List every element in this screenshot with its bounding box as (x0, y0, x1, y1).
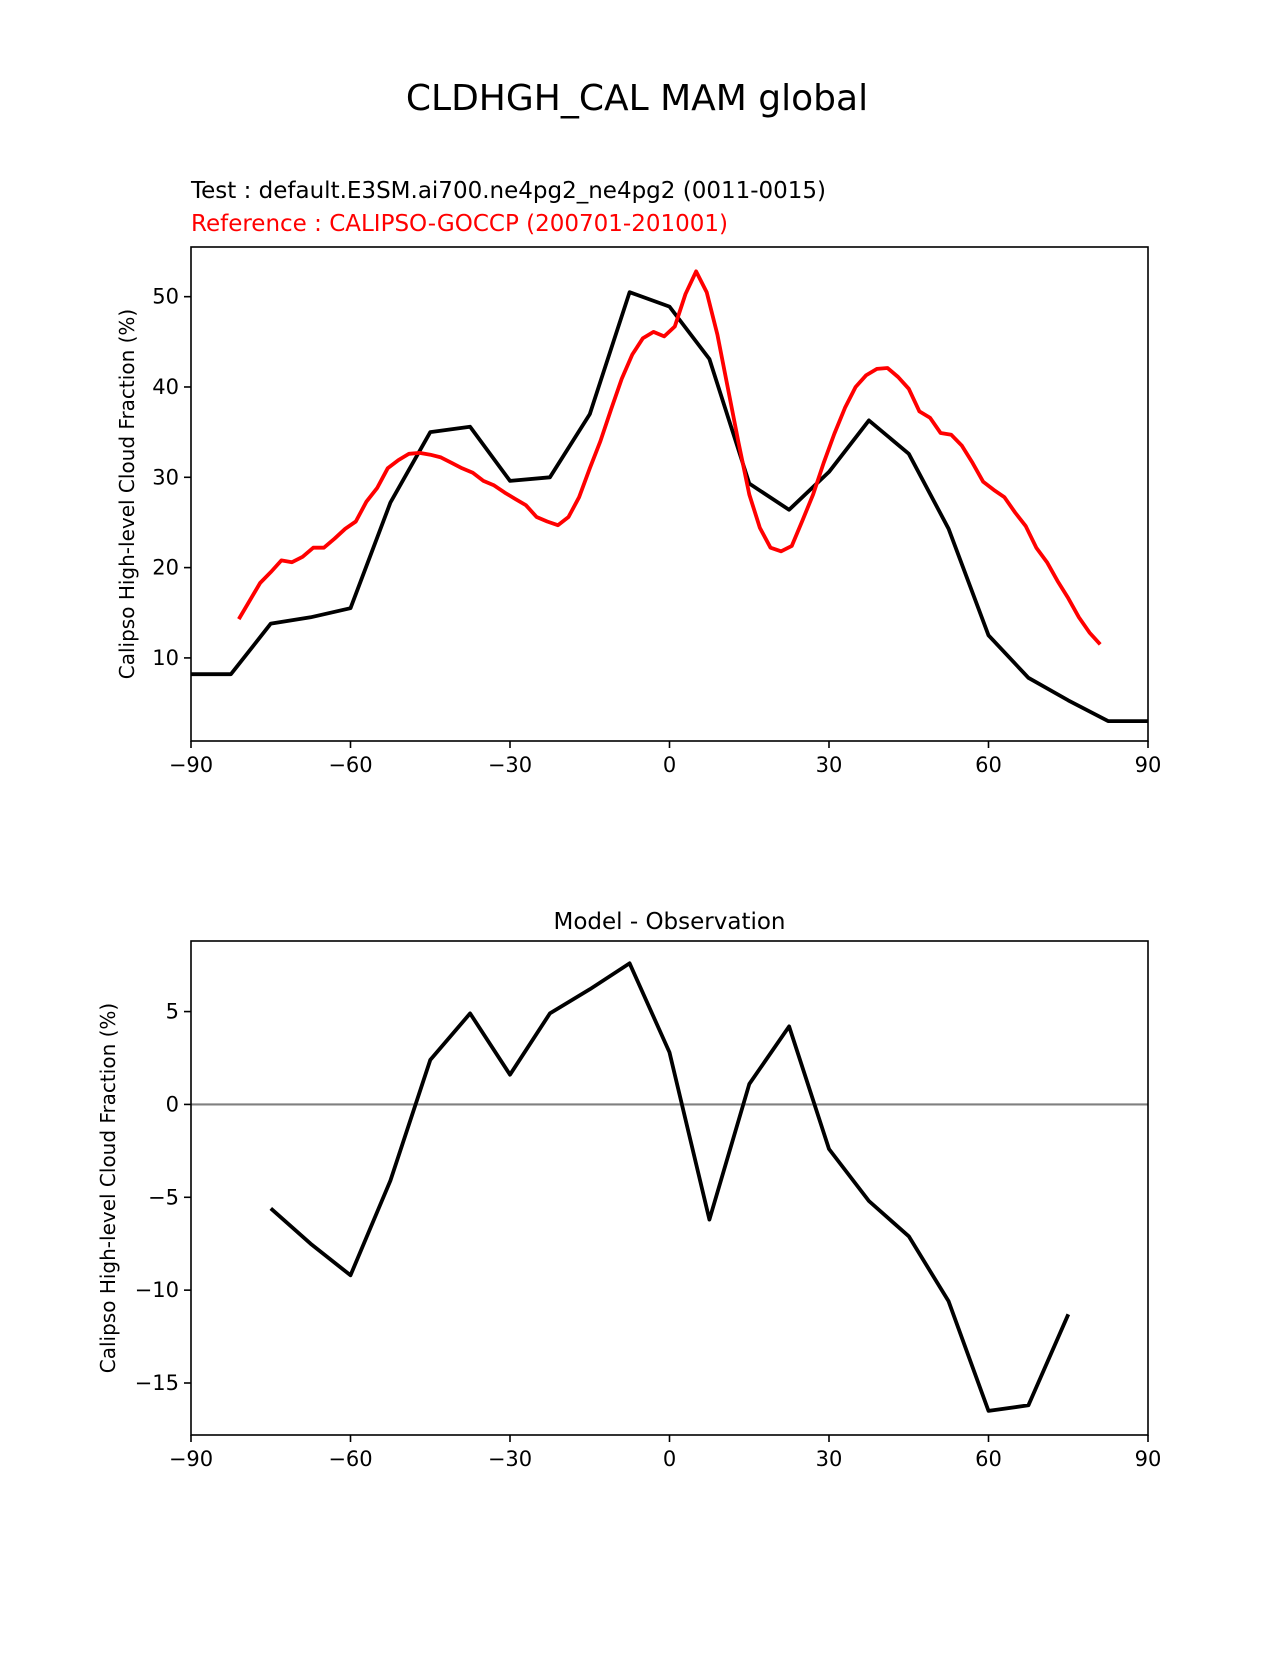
top-panel: −90 −60 −30 0 30 60 90 10 20 30 40 50 Calipso High-l… (115, 246, 1162, 777)
top-x-tick-label: 60 (975, 753, 1002, 777)
bottom-y-axis-label: Calipso High-level Cloud Fraction (%) (96, 1003, 120, 1373)
bottom-series-difference-line (269, 961, 1071, 1413)
top-x-tick-label: 30 (816, 753, 843, 777)
bottom-y-tick-label: −10 (135, 1278, 179, 1302)
bottom-panel: Model - Observation −90 −60 −30 0 30 60 90 5 0 −5 −… (96, 909, 1161, 1471)
reference-label: Reference : CALIPSO-GOCCP (200701-201001… (191, 211, 728, 237)
top-x-tick-label: −90 (169, 753, 213, 777)
bottom-x-tick-label: −30 (488, 1447, 532, 1471)
bottom-y-tick-label: −5 (148, 1185, 179, 1209)
bottom-x-tick-label: 30 (816, 1447, 843, 1471)
top-y-tick-label: 30 (152, 465, 179, 489)
top-y-axis-label: Calipso High-level Cloud Fraction (%) (115, 309, 139, 679)
top-y-tick-label: 50 (152, 285, 179, 309)
bottom-x-tick-label: −90 (169, 1447, 213, 1471)
bottom-x-tick-label: −60 (328, 1447, 372, 1471)
bottom-axes-frame (190, 940, 1149, 1436)
test-label: Test : default.E3SM.ai700.ne4pg2_ne4pg2 … (190, 178, 826, 204)
bottom-chart-title: Model - Observation (553, 909, 785, 935)
bottom-y-tick-label: 5 (166, 1000, 179, 1024)
bottom-x-tick-label: 0 (663, 1447, 676, 1471)
bottom-y-tick-label: 0 (166, 1092, 179, 1116)
top-series-test-line (191, 290, 1148, 723)
top-x-tick-label: 90 (1135, 753, 1162, 777)
top-x-tick-label: −30 (488, 753, 532, 777)
top-x-tick-label: −60 (328, 753, 372, 777)
top-x-tick-label: 0 (663, 753, 676, 777)
top-y-tick-label: 20 (152, 556, 179, 580)
bottom-x-tick-label: 90 (1135, 1447, 1162, 1471)
bottom-y-tick-label: −15 (135, 1371, 179, 1395)
top-y-tick-label: 40 (152, 375, 179, 399)
figure-suptitle: CLDHGH_CAL MAM global (406, 78, 868, 119)
bottom-x-tick-label: 60 (975, 1447, 1002, 1471)
top-axes-frame (190, 246, 1149, 742)
top-series-reference-line (237, 269, 1102, 646)
top-y-tick-label: 10 (152, 646, 179, 670)
